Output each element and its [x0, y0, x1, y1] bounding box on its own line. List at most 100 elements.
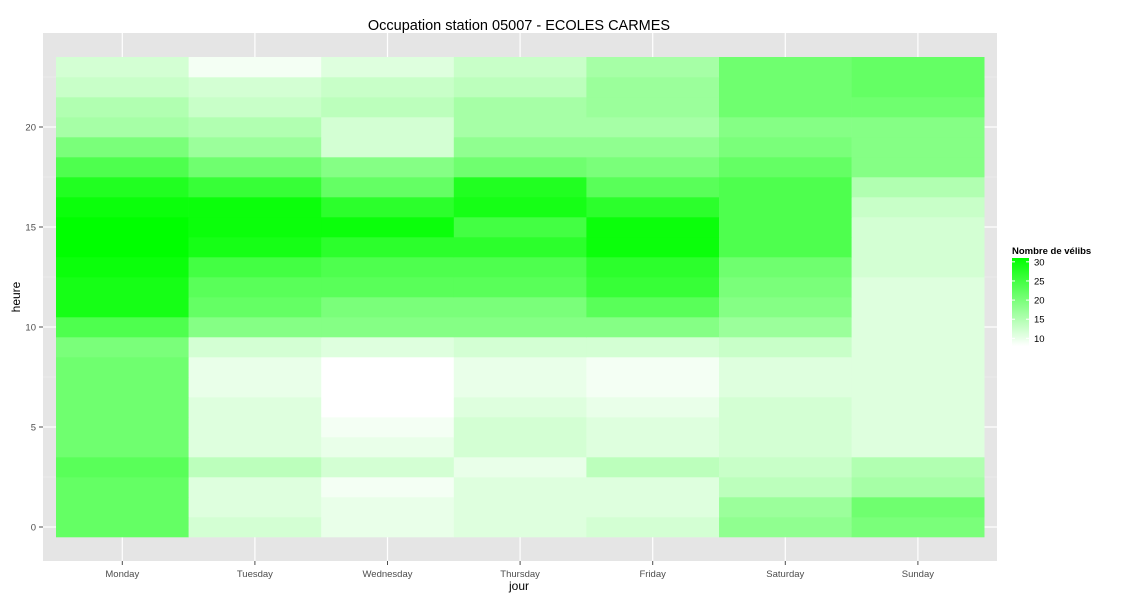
heatmap-tile — [188, 217, 322, 238]
heatmap-tile — [56, 237, 189, 258]
heatmap-tile — [453, 517, 587, 538]
heatmap-tile — [56, 117, 189, 138]
heatmap-tile — [453, 457, 587, 478]
heatmap-tile — [188, 457, 322, 478]
heatmap-tile — [56, 137, 189, 158]
heatmap-tile — [851, 217, 985, 238]
heatmap-tile — [56, 77, 189, 98]
heatmap-tile — [188, 417, 322, 438]
heatmap-tile — [56, 397, 189, 418]
heatmap-tile — [719, 337, 852, 358]
heatmap-tile — [851, 257, 985, 278]
heatmap-tile — [719, 297, 852, 318]
y-tick-label: 5 — [31, 423, 36, 434]
heatmap-tile — [321, 177, 455, 198]
heatmap-tile — [719, 57, 852, 78]
heatmap-tile — [586, 277, 720, 298]
heatmap-tile — [586, 317, 720, 338]
heatmap-tile — [719, 177, 852, 198]
heatmap-tile — [453, 377, 587, 398]
heatmap-tile — [851, 477, 985, 498]
heatmap-tile — [851, 457, 985, 478]
heatmap-tile — [56, 477, 189, 498]
heatmap-tile — [586, 257, 720, 278]
heatmap-tile — [321, 437, 455, 458]
heatmap-tile — [453, 217, 587, 238]
heatmap-tile — [321, 417, 455, 438]
heatmap-tile — [851, 317, 985, 338]
axes: Monday Tuesday Wednesday Thursday Friday Satu… — [25, 123, 934, 581]
heatmap-tile — [321, 497, 455, 518]
heatmap-tile — [56, 197, 189, 218]
heatmap-tile — [321, 257, 455, 278]
heatmap-tile — [851, 497, 985, 518]
heatmap-tile — [56, 177, 189, 198]
heatmap-tile — [453, 117, 587, 138]
heatmap-tile — [321, 57, 455, 78]
heatmap-tile — [586, 297, 720, 318]
heatmap-tile — [321, 277, 455, 298]
heatmap-tile — [453, 77, 587, 98]
y-axis-title: heure — [9, 281, 23, 312]
heatmap-tile — [453, 477, 587, 498]
heatmap-tile — [188, 337, 322, 358]
heatmap-tile — [188, 117, 322, 138]
heatmap-tile — [586, 377, 720, 398]
heatmap-tile — [851, 397, 985, 418]
heatmap-tile — [586, 177, 720, 198]
heatmap-tile — [188, 277, 322, 298]
legend-label: 15 — [1034, 315, 1045, 326]
heatmap-tile — [321, 477, 455, 498]
heatmap-tile — [586, 477, 720, 498]
heatmap-tile — [719, 77, 852, 98]
heatmap-tile — [188, 97, 322, 118]
heatmap-tile — [586, 137, 720, 158]
heatmap-tile — [851, 377, 985, 398]
legend-label: 30 — [1034, 257, 1045, 268]
heatmap-tile — [453, 297, 587, 318]
heatmap-tile — [586, 77, 720, 98]
heatmap-tile — [851, 417, 985, 438]
heatmap-tile — [719, 357, 852, 378]
heatmap-tile — [851, 57, 985, 78]
heatmap-tile — [321, 397, 455, 418]
heatmap-tile — [56, 317, 189, 338]
heatmap-tile — [586, 337, 720, 358]
x-tick-label: Saturday — [766, 569, 804, 580]
heatmap-tile — [453, 257, 587, 278]
heatmap-tile — [321, 457, 455, 478]
heatmap-tile — [719, 97, 852, 118]
heatmap-tile — [851, 97, 985, 118]
heatmap-tile — [586, 237, 720, 258]
heatmap-tile — [321, 517, 455, 538]
heatmap-tile — [453, 317, 587, 338]
heatmap-tile — [851, 357, 985, 378]
heatmap-tile — [453, 277, 587, 298]
heatmap-tile — [188, 137, 322, 158]
heatmap-tile — [56, 337, 189, 358]
heatmap-tile — [321, 377, 455, 398]
heatmap-tile — [188, 57, 322, 78]
heatmap-tile — [586, 437, 720, 458]
heatmap-tile — [453, 417, 587, 438]
heatmap-tile — [453, 197, 587, 218]
color-legend: Nombre de vélibs 30 25 20 15 10 — [1012, 246, 1091, 346]
heatmap-tile — [719, 437, 852, 458]
heatmap-tile — [56, 257, 189, 278]
heatmap-tile — [719, 397, 852, 418]
heatmap-tile — [453, 337, 587, 358]
heatmap-tile — [321, 337, 455, 358]
heatmap-tile — [321, 297, 455, 318]
heatmap-tile — [188, 377, 322, 398]
heatmap-tile — [56, 417, 189, 438]
heatmap-tile — [321, 197, 455, 218]
legend-label: 10 — [1034, 334, 1045, 345]
heatmap-tile — [321, 157, 455, 178]
heatmap-tile — [453, 177, 587, 198]
heatmap-tile — [321, 217, 455, 238]
heatmap-tile — [851, 517, 985, 538]
x-tick-label: Wednesday — [363, 569, 413, 580]
heatmap-tile — [453, 157, 587, 178]
legend-label: 20 — [1034, 296, 1045, 307]
heatmap-tile — [321, 137, 455, 158]
